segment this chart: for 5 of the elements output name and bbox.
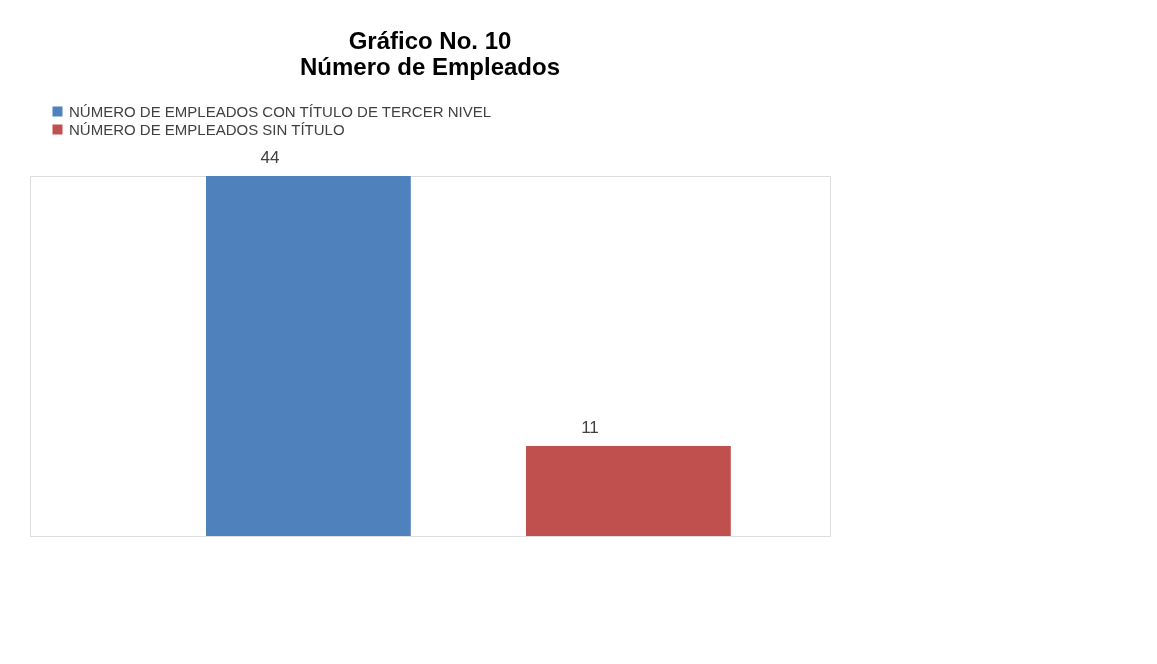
data-label: 11 (581, 418, 599, 437)
data-label: 44 (260, 148, 280, 167)
legend-label: NÚMERO DE EMPLEADOS CON TÍTULO DE TERCER NIVEL (69, 102, 492, 120)
legend-label: NÚMERO DE EMPLEADOS SIN TÍTULO (69, 120, 345, 138)
chart-title: Gráfico No. 10 Número de Empleados (299, 27, 561, 80)
